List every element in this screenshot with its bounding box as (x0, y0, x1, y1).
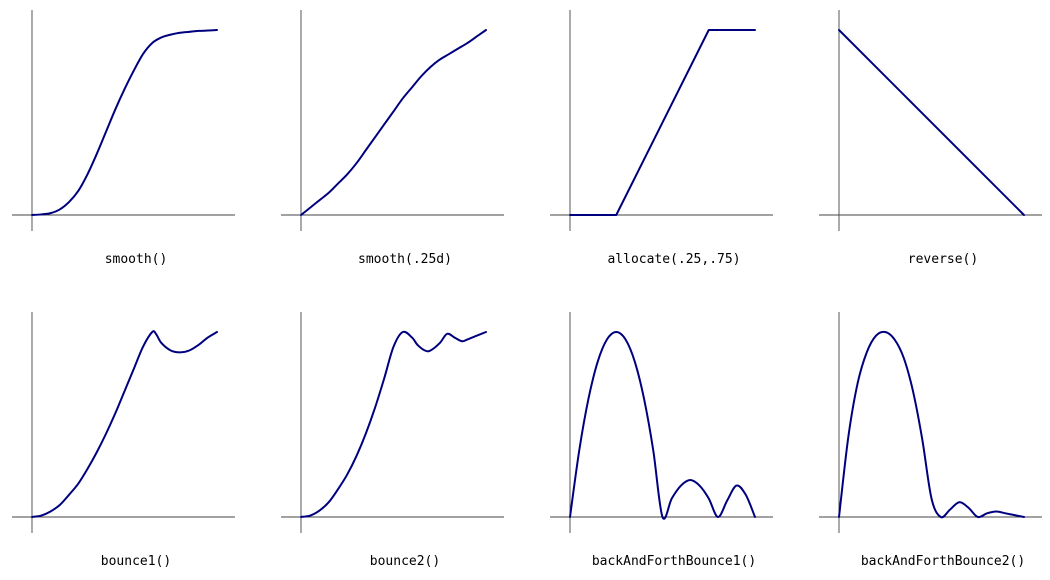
chart-title: backAndForthBounce1() (591, 554, 757, 569)
easing-plot (550, 312, 773, 533)
easing-plot (281, 312, 504, 533)
chart-title: smooth() (104, 252, 168, 267)
series-line (838, 29, 1025, 216)
easing-plot (12, 10, 235, 231)
chart-panel (550, 10, 775, 232)
chart-panel (819, 312, 1044, 534)
chart-panel (281, 10, 506, 232)
chart-title: allocate(.25,.75) (607, 252, 741, 267)
chart-title: reverse() (907, 252, 979, 267)
chart-title: smooth(.25d) (358, 252, 452, 267)
easing-plot (281, 10, 504, 231)
easing-plot (550, 10, 773, 231)
series-line (569, 331, 756, 520)
chart-panel (550, 312, 775, 534)
chart-panel (281, 312, 506, 534)
chart-panel (819, 10, 1044, 232)
series-line (31, 29, 218, 216)
series-line (838, 330, 1025, 519)
easing-plot (819, 10, 1042, 231)
chart-title: bounce2() (369, 554, 441, 569)
chart-panel (12, 312, 237, 534)
series-line (300, 29, 487, 216)
series-line (31, 330, 218, 518)
series-line (300, 330, 487, 518)
chart-panel (12, 10, 237, 232)
series-line (569, 29, 756, 216)
easing-plot (12, 312, 235, 533)
chart-title: bounce1() (100, 554, 172, 569)
chart-title: backAndForthBounce2() (860, 554, 1026, 569)
easing-plot (819, 312, 1042, 533)
